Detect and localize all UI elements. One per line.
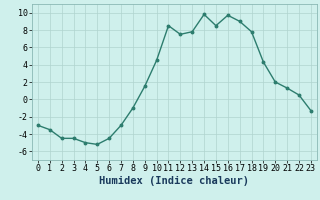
X-axis label: Humidex (Indice chaleur): Humidex (Indice chaleur) <box>100 176 249 186</box>
